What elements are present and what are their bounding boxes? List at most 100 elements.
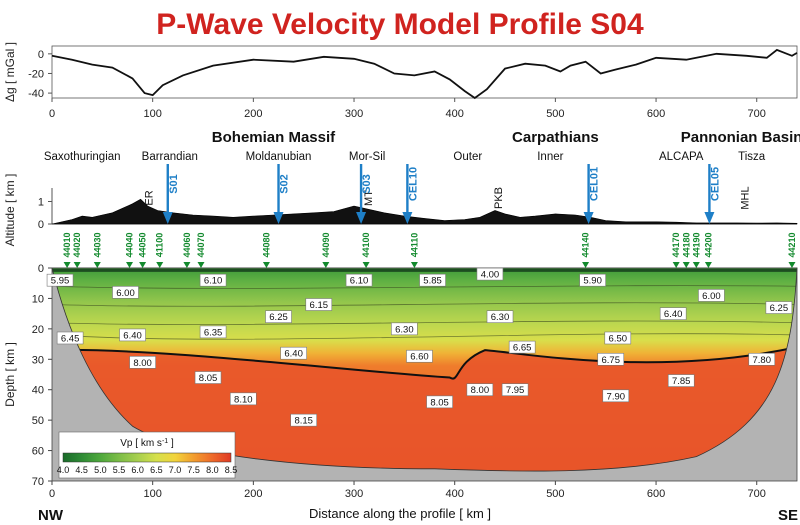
- station-marker: [93, 262, 101, 268]
- depth-x-tick-label: 600: [647, 488, 665, 500]
- velocity-label: 6.10: [350, 276, 369, 287]
- gravity-tick-label: 0: [38, 49, 44, 61]
- mantle-fill: [52, 347, 797, 472]
- colorbar-tick-label: 8.0: [206, 465, 219, 475]
- station-marker: [262, 262, 270, 268]
- colorbar-label-sup: -1: [162, 438, 168, 445]
- velocity-label: 6.35: [204, 327, 223, 338]
- velocity-label: 7.80: [753, 355, 772, 366]
- velocity-label-box: [604, 331, 632, 345]
- velocity-label-box: [406, 349, 433, 363]
- colorbar-label-end: ]: [168, 438, 174, 449]
- station-label: 44110: [409, 233, 419, 258]
- station-label: 44180: [681, 232, 691, 257]
- depth-tick-label: 30: [32, 354, 44, 366]
- velocity-label: 8.00: [471, 385, 490, 396]
- velocity-label-box: [129, 356, 156, 369]
- velocity-label-box: [199, 325, 227, 339]
- velocity-label-box: [119, 328, 146, 342]
- station-marker: [126, 262, 134, 268]
- velocity-label: 6.30: [491, 312, 510, 323]
- colorbar-tick-label: 6.0: [131, 465, 144, 475]
- station-marker: [582, 262, 590, 268]
- velocity-label-box: [199, 273, 227, 287]
- velocity-label: 6.10: [204, 276, 223, 287]
- region-label: ALCAPA: [659, 151, 704, 163]
- velocity-label-box: [194, 371, 222, 384]
- colorbar-tick-label: 7.0: [169, 465, 182, 475]
- velocity-label: 8.15: [294, 416, 313, 427]
- velocity-label: 6.00: [702, 291, 721, 302]
- velocity-label-box: [56, 331, 84, 345]
- velocity-label: 5.90: [583, 276, 602, 287]
- velocity-label: 8.00: [133, 358, 152, 369]
- station-label: 44200: [703, 232, 713, 257]
- station-marker: [788, 262, 796, 268]
- station-label: 44070: [196, 232, 206, 257]
- geology-label: ER: [144, 190, 156, 205]
- region-label: Carpathians: [512, 129, 599, 146]
- station-label: 44020: [72, 232, 82, 257]
- station-label: 44090: [321, 232, 331, 257]
- station-marker: [63, 262, 71, 268]
- velocity-label-box: [265, 310, 292, 323]
- velocity-label: 8.05: [430, 397, 449, 408]
- depth-frame: [51, 267, 798, 482]
- gravity-x-tick-label: 100: [143, 108, 161, 120]
- velocity-label: 6.40: [664, 309, 683, 320]
- velocity-label-box: [476, 267, 504, 281]
- velocity-label-box: [229, 392, 257, 406]
- shot-label: CEL01: [589, 167, 601, 201]
- colorbar-label: Vp [ km s-1 ]: [120, 438, 174, 450]
- velocity-label-box: [112, 286, 139, 299]
- station-label: 44010: [62, 232, 72, 257]
- altitude-ylabel: Altitude [ km ]: [3, 174, 17, 247]
- region-label: Pannonian Basin: [681, 129, 800, 146]
- velocity-label-box: [426, 395, 453, 409]
- station-label: 41100: [155, 233, 165, 258]
- altitude-tick-label: 0: [38, 219, 44, 231]
- velocity-label: 4.00: [481, 270, 500, 281]
- velocity-label-box: [419, 273, 446, 287]
- colorbar-tick-label: 4.5: [75, 465, 88, 475]
- shot-arrowhead: [402, 212, 413, 224]
- altitude-panel: 0 1 Altitude [ km ]: [3, 174, 798, 247]
- velocity-label: 6.45: [61, 333, 80, 344]
- velocity-label-box: [345, 273, 373, 287]
- velocity-label: 6.30: [395, 324, 414, 335]
- depth-tick-label: 40: [32, 385, 44, 397]
- station-marker: [139, 262, 147, 268]
- velocity-label: 6.15: [310, 300, 329, 311]
- gravity-x-tick-label: 200: [244, 108, 262, 120]
- velocity-label-box: [486, 310, 514, 323]
- colorbar-tick-label: 8.5: [225, 465, 238, 475]
- colorbar-tick-label: 5.0: [94, 465, 107, 475]
- station-marker: [704, 262, 712, 268]
- shot-label: CEL10: [407, 167, 419, 201]
- depth-x-tick-label: 400: [446, 488, 464, 500]
- station-label: 44190: [691, 232, 701, 257]
- colorbar-label-main: Vp [ km s: [120, 438, 162, 449]
- velocity-label: 6.40: [123, 330, 142, 341]
- station-label: 44170: [671, 232, 681, 257]
- geology-label: MT: [363, 190, 375, 206]
- velocity-label-box: [597, 352, 625, 366]
- station-marker: [156, 262, 164, 268]
- colorbar: [62, 452, 232, 463]
- shot-arrowhead: [162, 212, 173, 224]
- velocity-label: 6.65: [513, 343, 532, 354]
- shot-label: CEL05: [709, 167, 721, 201]
- station-marker: [362, 262, 370, 268]
- velocity-label: 6.25: [269, 312, 288, 323]
- colorbar-tick-label: 5.5: [113, 465, 126, 475]
- depth-ylabel: Depth [ km ]: [3, 342, 17, 407]
- velocity-label-box: [501, 383, 529, 397]
- depth-x-tick-label: 200: [244, 488, 262, 500]
- velocity-label: 8.05: [199, 373, 218, 384]
- velocity-label-box: [748, 352, 776, 366]
- velocity-label-box: [667, 374, 695, 387]
- velocity-label-box: [290, 413, 317, 427]
